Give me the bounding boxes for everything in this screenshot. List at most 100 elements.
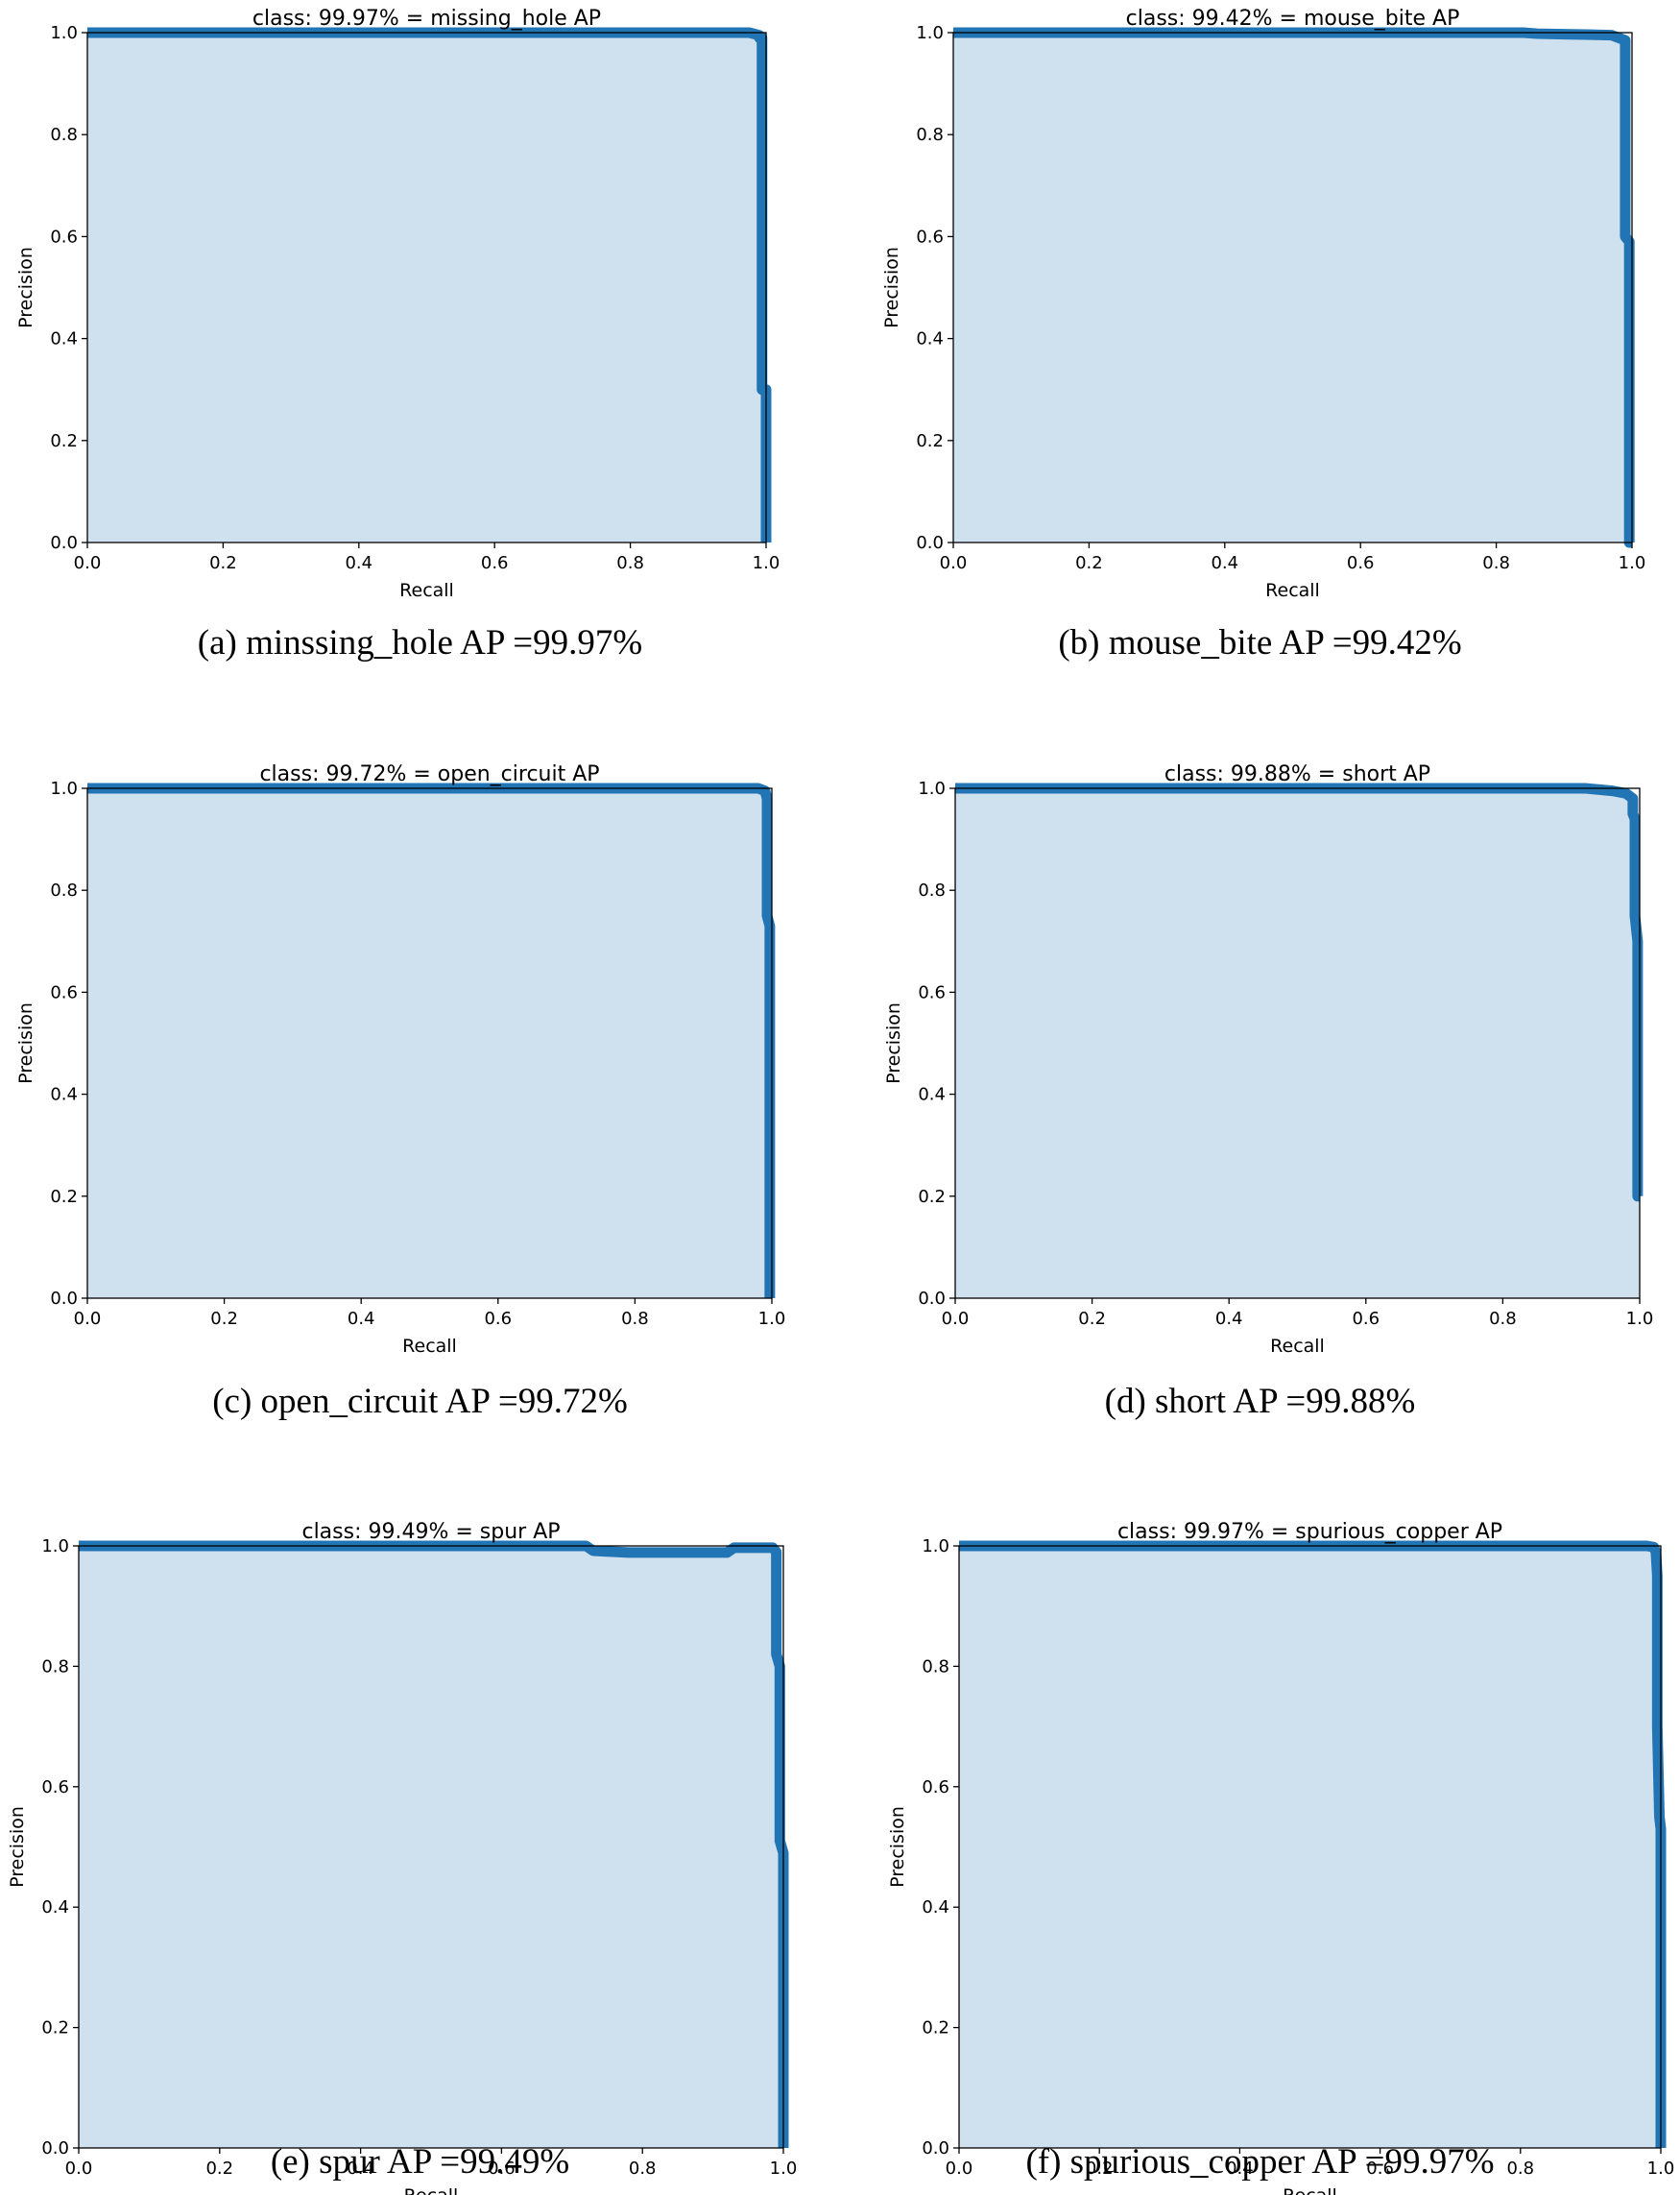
x-tick-label: 0.8 [1489,1309,1517,1329]
y-axis-label: Precision [15,247,36,328]
x-tick-label: 0.8 [621,1309,649,1329]
x-tick-label: 0.2 [1086,2159,1114,2179]
chart-title: class: 99.88% = short AP [1164,762,1430,786]
y-tick-label: 0.8 [916,125,944,145]
y-tick-label: 0.0 [41,2138,69,2159]
x-axis-label: Recall [402,1336,457,1357]
chart-title: class: 99.97% = spurious_copper AP [1117,1520,1502,1544]
y-tick-label: 0.8 [41,1656,69,1676]
y-tick-label: 0.2 [50,1187,78,1207]
area-fill [87,33,766,543]
pr-chart: 0.0 0.2 0.4 0.6 0.8 1.0 0.0 0.2 0.4 0.6 0.8 1.0 clas… [881,7,1646,601]
y-tick-label: 1.0 [50,779,78,799]
figure-caption: (a) minssing_hole AP =99.97% [197,623,643,663]
y-tick-label: 0.4 [918,1085,946,1105]
figure-caption: (d) short AP =99.88% [1104,1382,1416,1421]
area-fill [959,1546,1661,2148]
chart-panel-c: 0.0 0.2 0.4 0.6 0.8 1.0 0.0 0.2 0.4 0.6 0.8 1.0 clas… [0,732,840,1463]
pr-chart: 0.0 0.2 0.4 0.6 0.8 1.0 0.0 0.2 0.4 0.6 0.8 1.0 clas… [887,1520,1675,2195]
x-tick-label: 0.8 [1482,553,1510,573]
y-tick-label: 0.4 [41,1897,69,1918]
chart-title: class: 99.42% = mouse_bite AP [1126,7,1460,31]
area-fill [79,1546,783,2148]
chart-panel-a: 0.0 0.2 0.4 0.6 0.8 1.0 0.0 0.2 0.4 0.6 0.8 1.0 clas… [0,0,840,732]
y-tick-label: 0.6 [918,982,946,1002]
x-tick-label: 1.0 [1626,1309,1654,1329]
y-tick-label: 0.2 [41,2018,69,2038]
y-tick-label: 1.0 [916,23,944,43]
x-tick-label: 0.6 [481,553,509,573]
x-axis-label: Recall [1265,580,1320,601]
pr-curve-line [953,27,1635,548]
x-tick-label: 0.0 [74,1309,102,1329]
y-tick-label: 1.0 [922,1536,949,1556]
x-tick-label: 0.8 [616,553,644,573]
y-tick-label: 0.4 [922,1897,949,1918]
chart-panel-f: 0.0 0.2 0.4 0.6 0.8 1.0 0.0 0.2 0.4 0.6 0.8 1.0 clas… [840,1463,1680,2195]
y-tick-label: 0.2 [916,431,944,451]
y-tick-label: 0.6 [50,227,78,247]
figure-caption: (e) spur AP =99.49% [270,2142,570,2182]
y-tick-label: 0.8 [922,1656,949,1676]
axes-frame [86,787,773,1299]
x-tick-label: 0.2 [210,1309,238,1329]
chart-panel-b: 0.0 0.2 0.4 0.6 0.8 1.0 0.0 0.2 0.4 0.6 0.8 1.0 clas… [840,0,1680,732]
x-tick-label: 0.4 [1211,553,1238,573]
y-tick-label: 0.8 [918,880,946,901]
y-tick-label: 0.4 [916,329,944,350]
x-tick-label: 0.4 [1215,1309,1243,1329]
x-tick-label: 0.6 [488,2159,516,2179]
pr-chart: 0.0 0.2 0.4 0.6 0.8 1.0 0.0 0.2 0.4 0.6 0.8 1.0 clas… [15,762,786,1357]
x-axis-label: Recall [404,2185,459,2195]
pr-curve-line [955,783,1644,1202]
y-axis-label: Precision [15,1002,36,1084]
x-tick-label: 0.4 [345,553,372,573]
y-tick-label: 0.0 [916,533,944,553]
pr-chart: 0.0 0.2 0.4 0.6 0.8 1.0 0.0 0.2 0.4 0.6 0.8 1.0 clas… [883,762,1654,1357]
x-tick-label: 0.2 [205,2159,233,2179]
pr-chart: 0.0 0.2 0.4 0.6 0.8 1.0 0.0 0.2 0.4 0.6 0.8 1.0 clas… [7,1520,798,2195]
y-tick-label: 0.4 [50,329,78,350]
x-tick-label: 0.6 [1347,553,1375,573]
x-tick-label: 0.2 [209,553,237,573]
x-tick-label: 0.4 [1226,2159,1254,2179]
y-axis-label: Precision [7,1806,28,1888]
x-tick-label: 0.8 [629,2159,657,2179]
x-tick-label: 0.6 [484,1309,512,1329]
y-tick-label: 0.0 [50,533,78,553]
x-tick-label: 1.0 [1619,553,1646,573]
x-tick-label: 1.0 [1647,2159,1675,2179]
x-axis-label: Recall [1283,2185,1337,2195]
x-tick-label: 1.0 [770,2159,798,2179]
area-fill [955,788,1640,1298]
y-tick-label: 0.8 [50,880,78,901]
axes-frame [958,1545,1662,2149]
chart-title: class: 99.49% = spur AP [301,1520,560,1544]
y-tick-label: 0.4 [50,1085,78,1105]
y-tick-label: 1.0 [918,779,946,799]
y-tick-label: 0.2 [50,431,78,451]
y-tick-label: 1.0 [41,1536,69,1556]
x-tick-label: 1.0 [758,1309,786,1329]
y-tick-label: 1.0 [50,23,78,43]
x-tick-label: 1.0 [753,553,780,573]
x-tick-label: 0.0 [946,2159,973,2179]
area-fill [953,33,1632,543]
x-tick-label: 0.0 [65,2159,93,2179]
x-tick-label: 0.6 [1352,1309,1380,1329]
axes-frame [952,32,1633,543]
y-tick-label: 0.6 [922,1777,949,1797]
axes-frame [86,32,767,543]
y-axis-label: Precision [883,1002,904,1084]
y-axis-label: Precision [881,247,902,328]
y-tick-label: 0.0 [50,1289,78,1309]
axes-frame [954,787,1641,1299]
y-tick-label: 0.6 [41,1777,69,1797]
y-tick-label: 0.6 [916,227,944,247]
x-tick-label: 0.0 [74,553,102,573]
x-tick-label: 0.4 [347,2159,374,2179]
x-tick-label: 0.0 [940,553,968,573]
chart-title: class: 99.97% = missing_hole AP [252,7,601,31]
x-tick-label: 0.6 [1366,2159,1394,2179]
figure-caption: (b) mouse_bite AP =99.42% [1058,623,1462,663]
